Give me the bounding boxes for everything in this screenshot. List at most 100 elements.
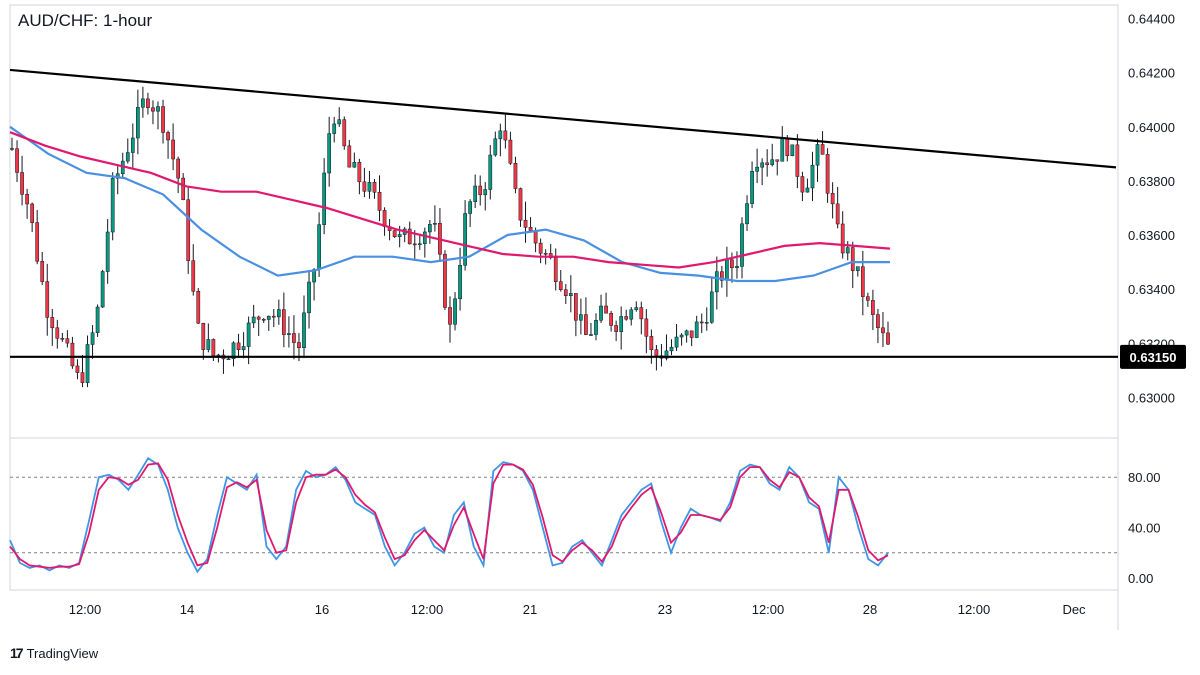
candle-body xyxy=(498,130,503,140)
candle-body xyxy=(332,123,337,134)
candle-body xyxy=(15,148,19,173)
candle-body xyxy=(523,219,528,228)
candle-body xyxy=(453,298,457,325)
candle-body xyxy=(604,305,608,314)
candle-body xyxy=(871,300,875,315)
candle-body xyxy=(850,247,855,271)
candle-body xyxy=(428,224,432,233)
oscillator-panel-border xyxy=(9,437,1119,591)
candle-body xyxy=(176,158,180,179)
candle-body xyxy=(881,327,885,334)
sma-blue-line xyxy=(9,125,890,283)
price-tick-label: 0.64000 xyxy=(1128,120,1175,135)
candle-body xyxy=(302,312,306,349)
candle-body xyxy=(876,314,880,329)
candle-body xyxy=(201,323,206,350)
candle-body xyxy=(35,222,40,262)
candle-body xyxy=(785,138,790,156)
candle-body xyxy=(543,253,548,255)
candle-body xyxy=(231,342,236,360)
candle-body xyxy=(256,316,261,320)
tradingview-logo-icon: 17 xyxy=(10,645,24,661)
sma-pink-line xyxy=(9,131,891,269)
descending-trendline xyxy=(9,68,1117,169)
candle-body xyxy=(825,154,830,194)
candle-body xyxy=(448,307,452,325)
candle-body xyxy=(845,247,850,254)
candle-body xyxy=(709,291,714,323)
candle-body xyxy=(347,145,352,168)
candle-body xyxy=(714,271,719,293)
stochastic-tick-label: 40.00 xyxy=(1128,521,1161,536)
candle-body xyxy=(171,139,175,160)
current-price-badge-bg xyxy=(1120,344,1186,369)
candle-body xyxy=(468,201,472,214)
candle-body xyxy=(307,281,311,314)
candle-body xyxy=(90,332,95,345)
brand-name: TradingView xyxy=(26,645,99,661)
main-panel-border xyxy=(9,4,1119,439)
candle-body xyxy=(292,333,296,343)
candle-body xyxy=(528,227,533,231)
candle-body xyxy=(100,271,105,308)
candle-body xyxy=(141,98,145,108)
candle-body xyxy=(433,223,437,225)
candle-body xyxy=(75,365,80,373)
candle-body xyxy=(271,315,276,318)
candle-body xyxy=(574,293,578,321)
candle-body xyxy=(493,138,498,156)
candle-body xyxy=(674,336,679,348)
candle-body xyxy=(780,138,785,162)
candle-body xyxy=(367,182,372,192)
candle-body xyxy=(397,234,402,238)
time-tick-label: 12:00 xyxy=(69,602,102,617)
time-axis-ticks: 12:00 14 16 12:00 21 23 12:00 28 12:00 Dec xyxy=(69,602,1086,617)
candle-body xyxy=(886,332,890,345)
time-tick-label: 16 xyxy=(315,602,329,617)
candle-body xyxy=(725,259,729,281)
candle-body xyxy=(337,119,342,125)
candle-body xyxy=(211,339,216,356)
candle-body xyxy=(156,106,160,112)
candle-body xyxy=(352,162,357,168)
candle-body xyxy=(589,334,593,336)
candle-body xyxy=(251,316,256,324)
candle-body xyxy=(609,312,613,326)
time-tick-label: 12:00 xyxy=(958,602,991,617)
candle-body xyxy=(483,189,488,196)
price-tick-label: 0.63600 xyxy=(1128,228,1175,243)
stochastic-tick-label: 0.00 xyxy=(1128,571,1153,586)
candle-body xyxy=(755,166,759,172)
candle-body xyxy=(553,257,558,282)
candle-body xyxy=(261,318,266,321)
candle-body xyxy=(765,162,770,165)
candle-body xyxy=(614,325,618,332)
candle-body xyxy=(40,260,45,282)
candle-body xyxy=(473,185,478,202)
candle-body xyxy=(866,296,870,301)
candle-body xyxy=(226,358,231,361)
candle-body xyxy=(689,330,694,338)
candle-body xyxy=(800,176,805,193)
candle-body xyxy=(503,130,508,141)
candle-body xyxy=(568,293,573,297)
candle-body xyxy=(382,210,387,227)
candle-body xyxy=(458,265,462,300)
candle-body xyxy=(342,119,347,147)
chart-title: AUD/CHF: 1-hour xyxy=(18,11,153,30)
candle-body xyxy=(60,338,65,340)
candle-body xyxy=(558,281,563,290)
candle-body xyxy=(654,349,659,356)
candle-body xyxy=(25,194,29,205)
candle-body xyxy=(518,188,523,221)
candle-body xyxy=(55,327,60,339)
candlestick-series xyxy=(10,86,890,388)
candle-body xyxy=(508,139,513,164)
candle-body xyxy=(422,231,427,244)
candle-body xyxy=(241,346,246,350)
candle-body xyxy=(810,164,815,189)
candle-body xyxy=(684,330,689,336)
price-tick-label: 0.63400 xyxy=(1128,282,1175,297)
candle-body xyxy=(317,224,321,270)
candle-body xyxy=(105,231,110,272)
